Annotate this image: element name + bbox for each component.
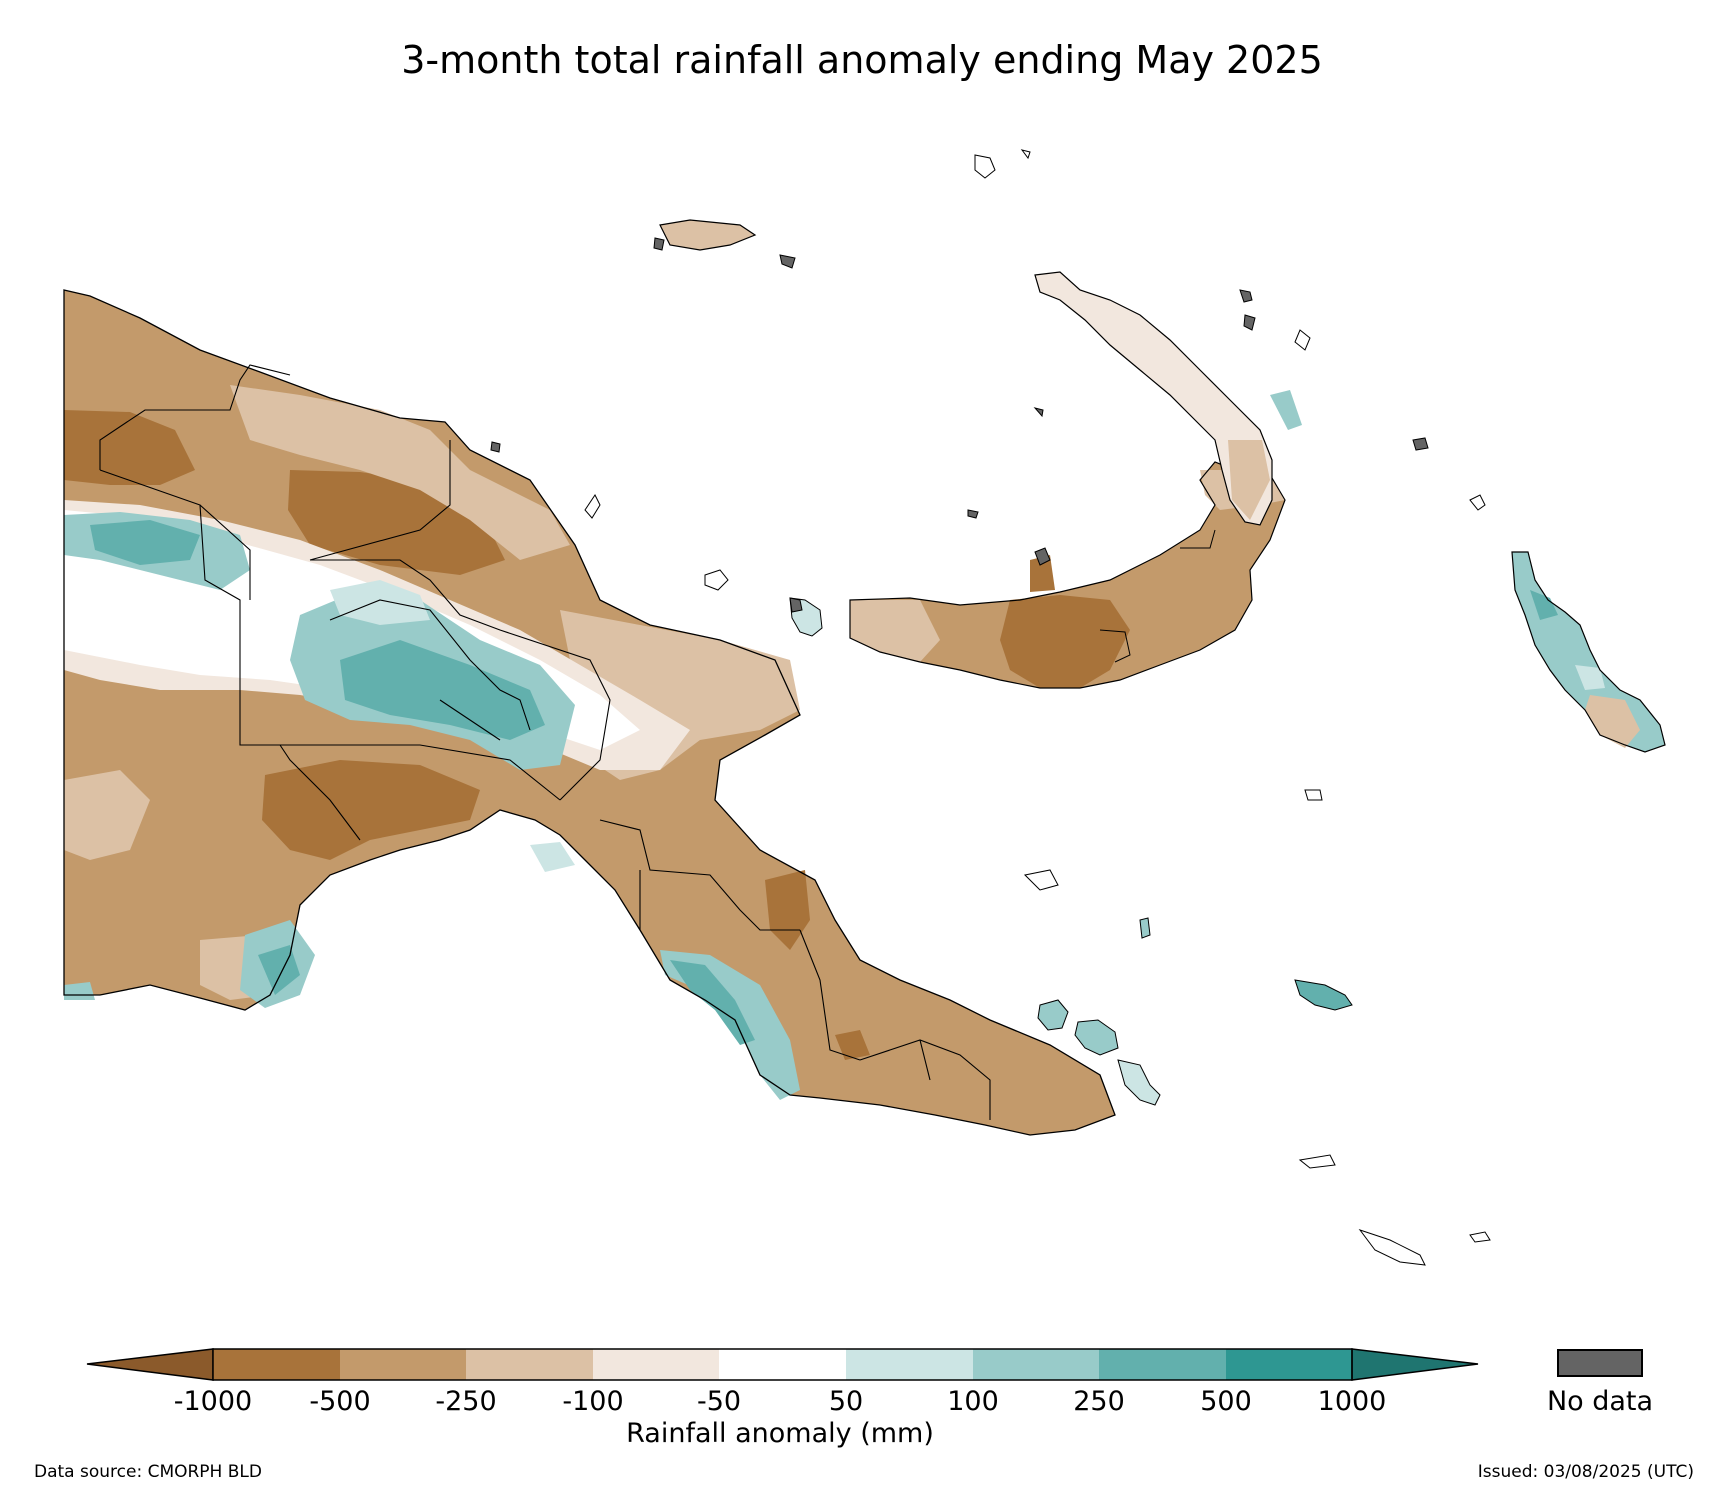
new-britain-dry-core (1000, 595, 1130, 688)
colorbar (86, 1348, 1479, 1381)
light-patch-sw (64, 770, 150, 860)
colorbar-tick-label: 100 (947, 1386, 999, 1417)
colorbar-band-8 (1099, 1349, 1226, 1380)
mainland-coastline (63, 289, 1116, 1136)
wet-west-core (90, 520, 200, 565)
colorbar-tick-label: 1000 (1317, 1386, 1387, 1417)
colorbar-extend-low (86, 1348, 214, 1381)
colorbar-tick-label: -250 (435, 1386, 497, 1417)
new-britain (849, 461, 1286, 689)
bougainville-base (1512, 552, 1665, 752)
colorbar-axis-label: Rainfall anomaly (mm) (626, 1418, 934, 1449)
new-ireland-wet (1270, 390, 1302, 430)
new-britain-nodata (1034, 547, 1051, 566)
new-britain-dry-west (1030, 555, 1055, 592)
issued-date-note: Issued: 03/08/2025 (UTC) (1477, 1462, 1694, 1482)
wet-highlands-light (330, 580, 430, 625)
mainland (63, 289, 1116, 1136)
wet-south-coast-core (258, 945, 300, 995)
colorbar-frame (212, 1348, 1353, 1381)
new-ireland (1034, 271, 1302, 526)
colorbar-extend-high (1351, 1348, 1479, 1381)
bougainville-light (1575, 665, 1605, 690)
data-source-note: Data source: CMORPH BLD (34, 1462, 262, 1482)
colorbar-band-7 (973, 1349, 1099, 1380)
new-ireland-coast (1034, 271, 1273, 526)
map-title: 3-month total rainfall anomaly ending Ma… (401, 38, 1323, 82)
bougainville-coast (1511, 551, 1666, 753)
dry-patch-nw (64, 410, 195, 485)
colorbar-tick-label: -100 (562, 1386, 624, 1417)
colorbar-band-3 (466, 1349, 593, 1380)
new-britain-light-west (850, 600, 940, 662)
bougainville (1511, 551, 1666, 753)
colorbar-band-6 (846, 1349, 973, 1380)
colorbar-tick-label: -50 (696, 1386, 742, 1417)
wet-papuan-core (670, 960, 755, 1045)
colorbar-tick-label: 250 (1073, 1386, 1125, 1417)
colorbar-band-9 (1226, 1349, 1352, 1380)
province-boundaries (99, 364, 991, 1120)
nodata-swatch (1557, 1349, 1643, 1377)
nodata-label: No data (1546, 1386, 1654, 1417)
light-patch-north (230, 385, 570, 560)
dry-patch-north (288, 470, 505, 575)
colorbar-band-2 (340, 1349, 466, 1380)
colorbar-band-5 (719, 1349, 846, 1380)
colorbar-tick-label: -500 (309, 1386, 371, 1417)
colorbar-band-4 (593, 1349, 719, 1380)
wet-highlands-core (340, 640, 545, 740)
manus-island (653, 219, 796, 269)
colorbar-tick-label: 500 (1200, 1386, 1252, 1417)
wet-ramu-light (530, 842, 575, 872)
colorbar-tick-label: 50 (828, 1386, 864, 1417)
bougainville-tan (1585, 695, 1640, 748)
small-islands (584, 149, 1491, 1266)
new-britain-coast (849, 461, 1286, 689)
dry-patch-tail (835, 1030, 870, 1060)
small-islands-filled (490, 289, 1429, 1106)
colorbar-tick-label: -1000 (173, 1386, 253, 1417)
colorbar-band-1 (213, 1349, 340, 1380)
wet-south-corner (64, 982, 95, 1000)
new-ireland-light (1228, 440, 1270, 520)
bougainville-dark (1530, 590, 1558, 620)
new-britain-base (850, 462, 1285, 688)
dry-patch-south (262, 760, 480, 860)
